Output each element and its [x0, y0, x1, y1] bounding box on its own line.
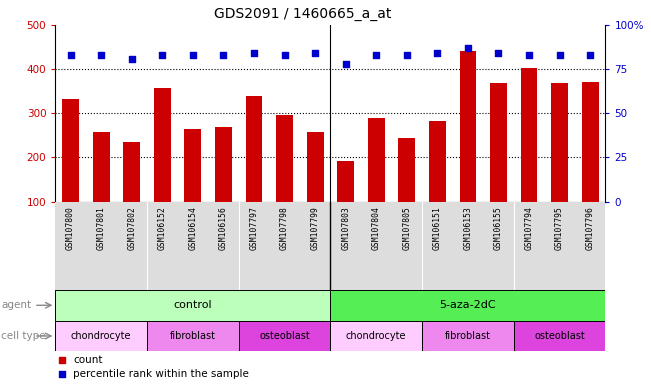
Text: GDS2091 / 1460665_a_at: GDS2091 / 1460665_a_at: [214, 7, 391, 21]
Bar: [62, 99, 79, 246]
Text: chondrocyte: chondrocyte: [346, 331, 406, 341]
Bar: [582, 83, 598, 246]
Point: [310, 50, 320, 56]
Bar: [429, 121, 446, 246]
Text: GSM107803: GSM107803: [341, 206, 350, 250]
Point: [555, 52, 565, 58]
Point: [157, 52, 167, 58]
Text: fibroblast: fibroblast: [170, 331, 216, 341]
Bar: [93, 132, 109, 246]
Bar: [330, 321, 422, 351]
Text: GSM107804: GSM107804: [372, 206, 381, 250]
Bar: [368, 118, 385, 246]
Point: [65, 52, 76, 58]
Bar: [521, 68, 538, 246]
Bar: [215, 127, 232, 246]
Bar: [490, 83, 507, 246]
Bar: [245, 96, 262, 246]
Point: [402, 52, 412, 58]
Bar: [307, 132, 324, 246]
Bar: [398, 137, 415, 246]
Point: [279, 52, 290, 58]
Text: GSM106151: GSM106151: [433, 206, 442, 250]
Bar: [337, 161, 354, 246]
Point: [249, 50, 259, 56]
Text: osteoblast: osteoblast: [534, 331, 585, 341]
Point: [524, 52, 534, 58]
Point: [218, 52, 229, 58]
Bar: [514, 321, 605, 351]
Text: fibroblast: fibroblast: [445, 331, 491, 341]
Point: [57, 357, 67, 363]
Point: [340, 61, 351, 67]
Text: 5-aza-2dC: 5-aza-2dC: [439, 300, 496, 310]
Text: GSM106152: GSM106152: [158, 206, 167, 250]
Text: GSM107795: GSM107795: [555, 206, 564, 250]
Bar: [154, 88, 171, 246]
Point: [371, 52, 381, 58]
Bar: [55, 290, 330, 321]
Bar: [460, 51, 477, 246]
Text: count: count: [74, 355, 103, 365]
Text: GSM107802: GSM107802: [127, 206, 136, 250]
Bar: [55, 321, 147, 351]
Point: [126, 55, 137, 61]
Text: GSM107796: GSM107796: [586, 206, 594, 250]
Text: GSM106156: GSM106156: [219, 206, 228, 250]
Bar: [123, 142, 140, 246]
Bar: [422, 321, 514, 351]
Point: [493, 50, 504, 56]
Text: osteoblast: osteoblast: [259, 331, 310, 341]
Text: GSM107799: GSM107799: [311, 206, 320, 250]
Text: agent: agent: [1, 300, 31, 310]
Text: chondrocyte: chondrocyte: [71, 331, 132, 341]
Bar: [184, 129, 201, 246]
Text: control: control: [174, 300, 212, 310]
Bar: [330, 290, 605, 321]
Bar: [147, 321, 239, 351]
Bar: [551, 83, 568, 246]
Text: cell type: cell type: [1, 331, 46, 341]
Point: [585, 52, 596, 58]
Point: [187, 52, 198, 58]
Point: [57, 371, 67, 377]
Text: percentile rank within the sample: percentile rank within the sample: [74, 369, 249, 379]
Bar: [239, 321, 330, 351]
Bar: [276, 116, 293, 246]
Text: GSM106155: GSM106155: [494, 206, 503, 250]
Text: GSM107794: GSM107794: [525, 206, 534, 250]
Text: GSM107797: GSM107797: [249, 206, 258, 250]
Text: GSM106153: GSM106153: [464, 206, 473, 250]
Point: [96, 52, 106, 58]
Text: GSM106154: GSM106154: [188, 206, 197, 250]
Text: GSM107798: GSM107798: [280, 206, 289, 250]
Text: GSM107801: GSM107801: [97, 206, 105, 250]
Point: [432, 50, 443, 56]
Text: GSM107805: GSM107805: [402, 206, 411, 250]
Point: [463, 45, 473, 51]
Text: GSM107800: GSM107800: [66, 206, 75, 250]
